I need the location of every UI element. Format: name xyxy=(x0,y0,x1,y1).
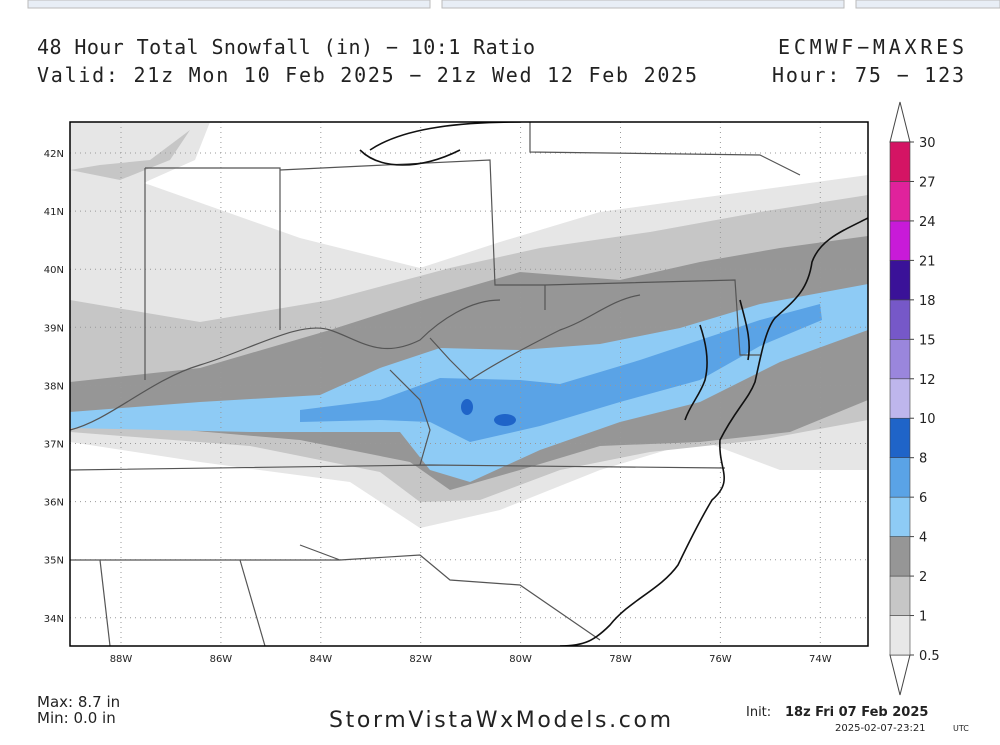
colorbar-label: 27 xyxy=(919,175,936,190)
colorbar-under xyxy=(889,654,911,696)
lat-label: 41N xyxy=(44,207,64,218)
min-value: Min: 0.0 in xyxy=(37,709,116,727)
colorbar-label: 10 xyxy=(919,412,936,427)
colorbar-label: 1 xyxy=(919,610,927,625)
colorbar-box xyxy=(889,496,911,537)
toolbar-group[interactable] xyxy=(855,0,1000,9)
toolbar-group[interactable] xyxy=(27,0,431,9)
lon-label: 82W xyxy=(409,654,432,665)
site-name: StormVistaWxModels.com xyxy=(329,708,671,733)
colorbar-label: 6 xyxy=(919,491,927,506)
colorbar-label: 30 xyxy=(919,136,936,151)
lat-label: 42N xyxy=(44,149,64,160)
colorbar-box xyxy=(889,457,911,498)
lat-label: 35N xyxy=(44,556,64,567)
lon-label: 76W xyxy=(709,654,732,665)
lon-label: 88W xyxy=(110,654,133,665)
colorbar-box xyxy=(889,575,911,616)
lat-label: 40N xyxy=(44,265,64,276)
colorbar-box xyxy=(889,378,911,419)
colorbar-label: 2 xyxy=(919,570,927,585)
toolbar-group[interactable] xyxy=(441,0,845,9)
snow-shading xyxy=(70,130,190,180)
colorbar-label: 4 xyxy=(919,531,927,546)
lon-label: 84W xyxy=(309,654,332,665)
colorbar-box xyxy=(889,417,911,458)
map xyxy=(70,122,868,646)
coastline xyxy=(684,299,750,421)
state-border xyxy=(70,294,641,466)
forecast-hour: Hour: 75 − 123 xyxy=(772,63,964,87)
colorbar-label: 0.5 xyxy=(919,649,940,664)
colorbar-label: 18 xyxy=(919,294,936,309)
init-time: 18z Fri 07 Feb 2025 xyxy=(785,705,928,720)
model-name: ECMWF−MAXRES xyxy=(778,35,964,59)
colorbar-label: 8 xyxy=(919,452,927,467)
lat-label: 36N xyxy=(44,498,64,509)
snow-shading xyxy=(300,304,822,442)
colorbar-label: 15 xyxy=(919,333,936,348)
map-frame xyxy=(69,121,869,647)
toolbar xyxy=(27,0,1000,9)
lat-label: 39N xyxy=(44,323,64,334)
timestamp: 2025-02-07-23:21 xyxy=(835,723,926,734)
colorbar-label: 24 xyxy=(919,215,936,230)
colorbar-box xyxy=(889,260,911,301)
colorbar-box xyxy=(889,615,911,656)
colorbar-box xyxy=(889,536,911,577)
valid-time: Valid: 21z Mon 10 Feb 2025 − 21z Wed 12 … xyxy=(37,63,697,87)
lon-label: 74W xyxy=(809,654,832,665)
colorbar-box xyxy=(889,339,911,380)
init-label: Init: xyxy=(746,705,771,720)
colorbar-box xyxy=(889,220,911,261)
lon-label: 86W xyxy=(210,654,233,665)
timezone: UTC xyxy=(953,724,969,733)
title: 48 Hour Total Snowfall (in) − 10:1 Ratio xyxy=(37,35,535,59)
colorbar-box xyxy=(889,181,911,222)
lon-label: 78W xyxy=(609,654,632,665)
colorbar-label: 21 xyxy=(919,254,936,269)
coastline xyxy=(559,217,868,646)
lat-label: 38N xyxy=(44,381,64,392)
max-value: Max: 8.7 in xyxy=(37,693,120,711)
colorbar-box xyxy=(889,141,911,182)
snow-shading xyxy=(494,414,516,426)
colorbar-label: 12 xyxy=(919,373,936,388)
colorbar-box xyxy=(889,299,911,340)
colorbar-over xyxy=(889,101,911,143)
lat-label: 34N xyxy=(44,614,64,625)
lat-label: 37N xyxy=(44,440,64,451)
snow-shading xyxy=(461,399,473,415)
lon-label: 80W xyxy=(509,654,532,665)
state-border xyxy=(70,122,801,646)
